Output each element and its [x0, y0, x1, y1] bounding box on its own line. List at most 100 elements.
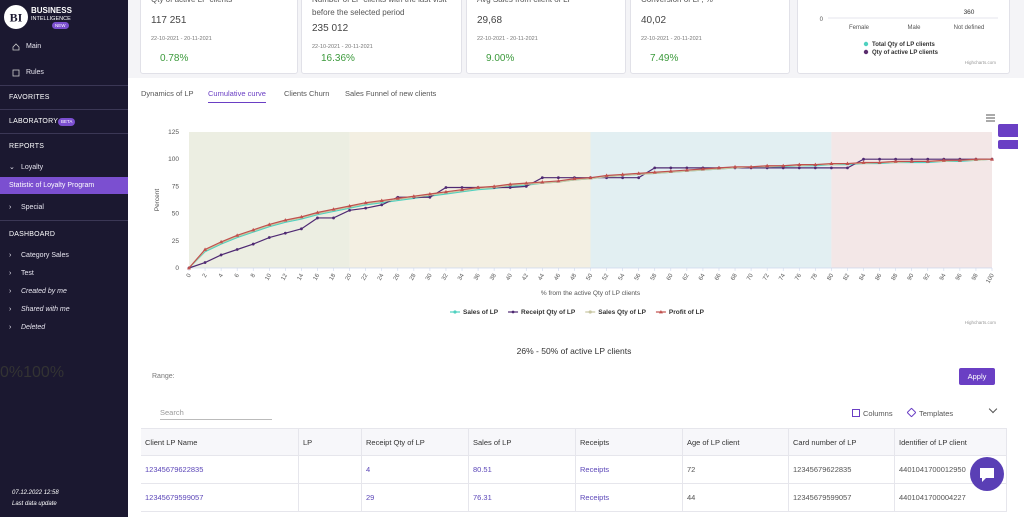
x-tick-label: 54	[618, 272, 627, 281]
menu-item-active[interactable]: Statistic of Loyalty Program	[9, 182, 95, 189]
y-tick-label: 125	[168, 129, 179, 136]
point-marker	[765, 163, 770, 168]
point-marker	[203, 247, 208, 251]
x-tick-label: 28	[409, 272, 418, 281]
point-marker	[653, 166, 657, 170]
menu-item[interactable]: Rules	[26, 69, 44, 76]
gender-chart-card: 0 Female Male Not defined 360 Total Qty …	[797, 0, 1010, 74]
tab[interactable]: Dynamics of LP	[141, 89, 194, 98]
columns-button[interactable]: Columns	[863, 409, 893, 418]
legend-label[interactable]: Sales of LP	[463, 309, 499, 316]
menu-icon[interactable]	[986, 114, 995, 122]
section-heading[interactable]: LABORATORY	[9, 118, 59, 125]
point-marker	[990, 157, 994, 161]
point-marker	[316, 216, 319, 220]
x-tick-label: 4	[218, 272, 225, 278]
range-slider[interactable]: 0%100%	[0, 364, 64, 382]
point-marker	[251, 242, 255, 246]
section-heading[interactable]: DASHBOARD	[9, 231, 56, 238]
column-header[interactable]: Receipt Qty of LP	[362, 428, 469, 456]
section-heading[interactable]: REPORTS	[9, 143, 45, 150]
kpi-period: 22-10-2021 - 20-11-2021	[477, 36, 538, 42]
legend-label[interactable]: Sales Qty of LP	[598, 309, 646, 316]
point-marker	[636, 171, 641, 175]
table-cell	[299, 484, 362, 512]
column-header[interactable]: Receipts	[576, 428, 683, 456]
legend-symbol	[453, 310, 457, 314]
menu-item[interactable]: Category Sales	[21, 252, 69, 259]
column-header[interactable]: LP	[299, 428, 362, 456]
legend-label: Qty of active LP clients	[872, 50, 939, 56]
logo: BI	[10, 11, 23, 25]
legend-label[interactable]: Receipt Qty of LP	[521, 309, 576, 316]
x-tick-label: 6	[234, 272, 241, 278]
apply-button[interactable]: Apply	[959, 368, 995, 385]
point-marker	[348, 208, 351, 212]
chat-button[interactable]	[969, 456, 1005, 492]
templates-button[interactable]: Templates	[919, 409, 954, 418]
x-tick-label: 22	[361, 272, 370, 281]
columns-icon	[852, 409, 860, 417]
table-cell[interactable]: 29	[362, 484, 469, 512]
kpi-card: Number of LP clients with the last visit…	[301, 0, 462, 74]
table-cell[interactable]: 76.31	[469, 484, 576, 512]
column-header[interactable]: Sales of LP	[469, 428, 576, 456]
chevron: ›	[9, 204, 12, 211]
column-header[interactable]: Card number of LP	[789, 428, 895, 456]
table-cell: 44	[683, 484, 789, 512]
x-tick-label: 92	[923, 272, 932, 281]
table-cell[interactable]: Receipts	[576, 456, 683, 484]
point-marker	[813, 162, 818, 167]
section-heading[interactable]: FAVORITES	[9, 94, 50, 101]
point-marker	[524, 181, 529, 185]
table-cell[interactable]: 80.51	[469, 456, 576, 484]
brand: BUSINESS	[31, 6, 72, 15]
tab[interactable]: Clients Churn	[284, 89, 330, 98]
kpi-period: 22-10-2021 - 20-11-2021	[151, 36, 212, 42]
point-marker	[829, 161, 834, 165]
point-marker	[315, 210, 320, 214]
table-cell: 12345679599057	[789, 484, 895, 512]
menu-item[interactable]: Special	[21, 204, 44, 211]
point-marker	[331, 207, 336, 211]
column-header[interactable]: Client LP Name	[141, 428, 299, 456]
point-marker	[283, 231, 287, 235]
chevron: ⌄	[9, 164, 15, 171]
menu-item[interactable]: Test	[21, 270, 34, 277]
table-cell[interactable]: 4	[362, 456, 469, 484]
table-cell[interactable]: 12345679599057	[141, 484, 299, 512]
sidebar: BI BUSINESS INTELLIGENCE NEW Main Rules …	[0, 0, 128, 517]
legend-label[interactable]: Profit of LP	[669, 309, 705, 316]
kpi-value: 29,68	[477, 15, 503, 26]
legend-symbol	[588, 310, 592, 314]
menu-item[interactable]: Loyalty	[21, 164, 44, 171]
point-marker	[781, 166, 785, 170]
side-button[interactable]	[998, 140, 1018, 149]
legend-label: Total Qty of LP clients	[872, 42, 935, 48]
table-cell[interactable]: Receipts	[576, 484, 683, 512]
point-marker	[524, 185, 528, 188]
point-marker	[862, 157, 865, 161]
x-tick-label: 74	[778, 272, 787, 281]
point-marker	[716, 165, 721, 170]
menu-item[interactable]: Deleted	[21, 324, 46, 331]
table-cell[interactable]: 12345679622835	[141, 456, 299, 484]
side-button[interactable]	[998, 124, 1018, 137]
x-tick-label: 76	[794, 272, 803, 281]
x-tick-label: 90	[907, 272, 916, 281]
point-marker	[219, 239, 224, 244]
point-marker	[797, 162, 802, 167]
tab[interactable]: Sales Funnel of new clients	[345, 89, 437, 98]
menu-item[interactable]: Created by me	[21, 288, 67, 295]
menu-item[interactable]: Shared with me	[21, 306, 70, 313]
point-marker	[556, 178, 561, 183]
search-input[interactable]: Search	[160, 408, 272, 420]
column-header[interactable]: Identifier of LP client	[895, 428, 1007, 456]
menu-item[interactable]: Main	[26, 43, 42, 50]
update-label: Last data update	[12, 501, 57, 507]
column-header[interactable]: Age of LP client	[683, 428, 789, 456]
x-tick-label: 78	[811, 272, 820, 281]
tab[interactable]: Cumulative curve	[208, 89, 266, 103]
separator	[0, 133, 128, 134]
